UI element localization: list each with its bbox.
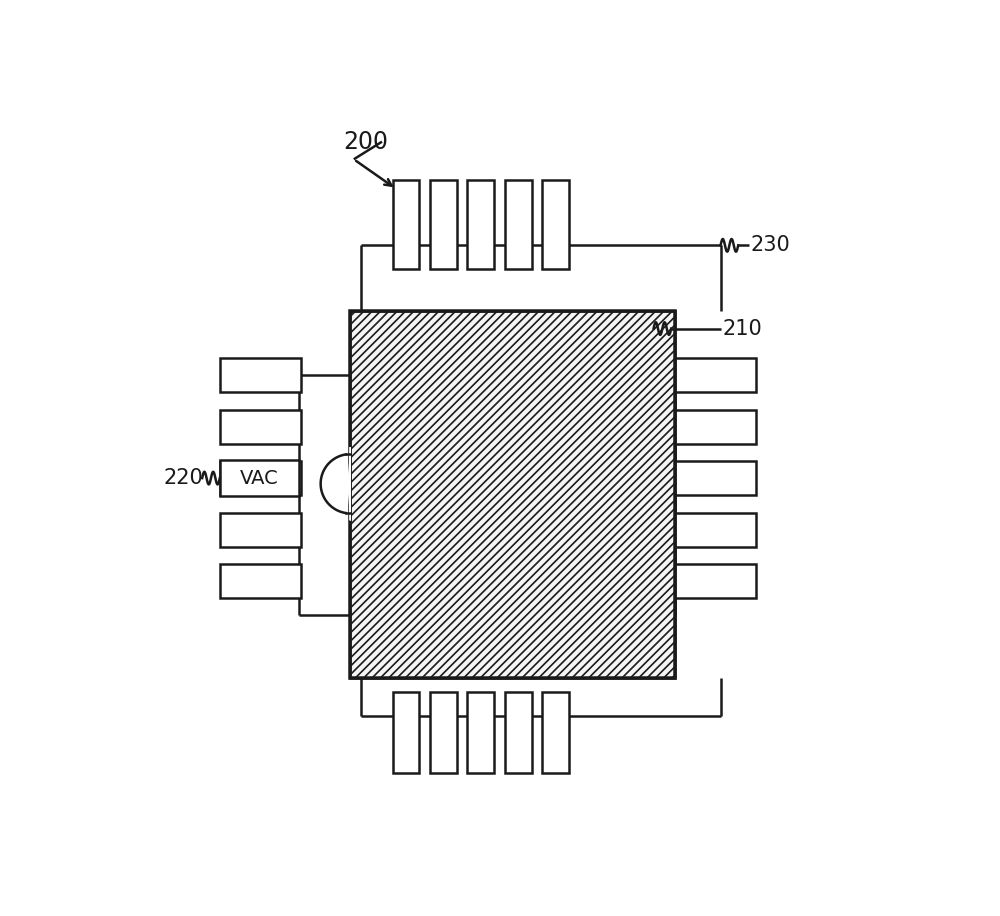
Text: 200: 200	[343, 130, 388, 154]
Bar	[467, 692, 494, 773]
Bar	[675, 409, 756, 443]
Bar	[675, 461, 756, 495]
Text: 210: 210	[723, 319, 762, 339]
Bar	[505, 692, 532, 773]
Bar	[675, 564, 756, 598]
Polygon shape	[321, 447, 350, 520]
Bar	[220, 564, 301, 598]
Bar	[675, 513, 756, 547]
Text: VAC: VAC	[240, 469, 279, 487]
Text: 220: 220	[163, 468, 203, 488]
Bar	[350, 311, 675, 678]
Bar	[393, 180, 419, 268]
Text: 230: 230	[751, 235, 791, 256]
Bar	[393, 692, 419, 773]
Bar	[675, 358, 756, 392]
Bar	[220, 358, 301, 392]
Bar	[430, 180, 457, 268]
Bar	[220, 461, 301, 495]
Bar	[430, 692, 457, 773]
Bar	[350, 311, 675, 678]
Bar	[467, 180, 494, 268]
Bar	[542, 692, 569, 773]
Bar	[220, 460, 299, 496]
Bar	[220, 513, 301, 547]
Bar	[505, 180, 532, 268]
Bar	[220, 409, 301, 443]
Bar	[542, 180, 569, 268]
